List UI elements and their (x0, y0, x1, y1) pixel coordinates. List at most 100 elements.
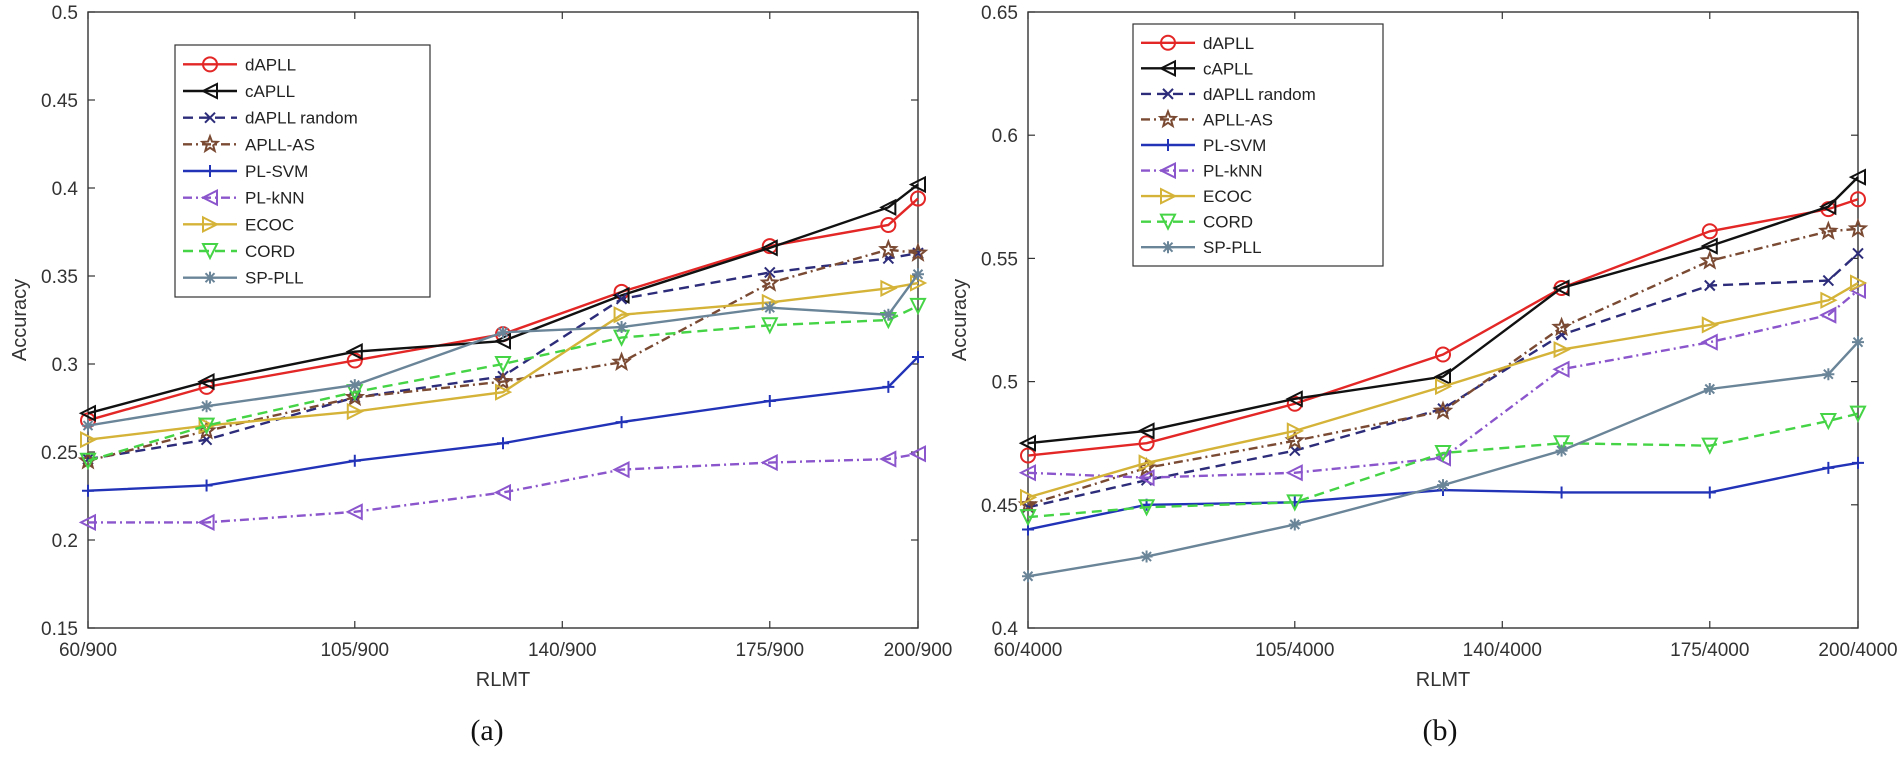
data-point (615, 416, 628, 429)
data-point (912, 350, 924, 363)
y-tick-label: 0.2 (52, 531, 78, 552)
data-point (1703, 486, 1716, 499)
data-point (1285, 464, 1303, 482)
series-pl-knn (78, 445, 926, 532)
y-tick-label: 0.4 (992, 619, 1019, 640)
legend-marker (1159, 213, 1177, 231)
data-point (1552, 435, 1571, 453)
data-point (1552, 279, 1570, 297)
series-line-capll (87, 183, 919, 415)
data-point (1017, 493, 1039, 514)
legend-item-apll-as: APLL-AS (1141, 108, 1273, 129)
series-line-dapll (87, 197, 919, 422)
series-line-sp-pll (1027, 341, 1859, 578)
y-axis-label: Accuracy (949, 279, 971, 361)
data-point (1555, 486, 1568, 499)
y-tick-label: 0.5 (52, 3, 78, 24)
data-point (1822, 461, 1835, 474)
data-point (1140, 550, 1153, 563)
x-tick-label: 105/4000 (1255, 640, 1334, 661)
data-point (1137, 422, 1155, 440)
legend-label: CORD (245, 242, 295, 261)
y-tick-label: 0.25 (41, 443, 78, 464)
data-point (1704, 279, 1716, 292)
data-point (79, 452, 97, 471)
legend-label: APLL-AS (1203, 110, 1273, 129)
data-point (1852, 247, 1864, 260)
legend-item-cord: CORD (183, 242, 295, 261)
legend-item-ecoc: ECOC (183, 215, 294, 234)
x-tick-label: 60/900 (59, 640, 117, 661)
legend-item-dapll-random: dAPLL random (1141, 85, 1316, 104)
data-point (1847, 218, 1869, 238)
data-point (759, 272, 781, 292)
y-tick-label: 0.6 (992, 126, 1018, 147)
data-point (1288, 518, 1301, 531)
data-point (1852, 456, 1864, 469)
series-line-pl-knn (88, 452, 919, 524)
series-cord (1019, 405, 1867, 527)
series-ecoc (1020, 274, 1868, 507)
data-point (497, 437, 509, 450)
legend-marker (201, 243, 219, 261)
y-axis-label: Accuracy (9, 279, 31, 361)
x-tick-label: 140/900 (528, 640, 597, 661)
data-point (1822, 368, 1835, 381)
data-point (908, 175, 926, 194)
data-point (882, 380, 895, 393)
series-pl-svm (82, 350, 924, 497)
data-point (1434, 445, 1452, 463)
legend-marker (1162, 241, 1174, 254)
legend-marker (1160, 34, 1176, 51)
x-tick-label: 200/4000 (1818, 640, 1897, 661)
data-point (909, 297, 927, 316)
legend-item-pl-knn: PL-kNN (1141, 162, 1263, 181)
data-point (348, 454, 361, 467)
legend-label: dAPLL random (1203, 85, 1316, 104)
data-point (197, 417, 216, 435)
legend-marker (1162, 139, 1174, 151)
series-pl-knn (1018, 281, 1866, 487)
data-point (761, 317, 779, 335)
data-point (879, 198, 897, 216)
x-tick-label: 175/900 (735, 640, 804, 661)
legend-marker (202, 215, 220, 233)
legend-marker (202, 56, 218, 73)
legend-marker (1160, 187, 1178, 205)
data-point (497, 326, 509, 339)
data-point (1852, 336, 1864, 349)
data-point (1019, 509, 1037, 527)
series-line-dapll-random (87, 251, 919, 461)
data-point (1020, 488, 1038, 507)
legend-label: PL-kNN (245, 189, 305, 208)
legend-marker (1162, 88, 1174, 100)
data-point (197, 372, 215, 391)
data-point (1818, 220, 1839, 241)
data-point (1701, 223, 1718, 240)
figure-caption: (a) (470, 714, 503, 747)
series-line-ecoc (87, 281, 919, 441)
legend-item-pl-svm: PL-SVM (183, 162, 308, 181)
legend-item-dapll: dAPLL (1141, 34, 1254, 53)
series-cord (79, 297, 927, 471)
data-point (1849, 405, 1867, 423)
series-line-dapll-random (1027, 252, 1859, 509)
data-point (200, 400, 213, 413)
data-point (82, 484, 94, 497)
data-point (615, 321, 628, 334)
legend-marker (199, 133, 221, 154)
data-point (1850, 274, 1868, 292)
series-sp-pll (82, 268, 924, 432)
data-point (1819, 198, 1837, 216)
data-point (1435, 377, 1453, 396)
legend-item-dapll: dAPLL (183, 55, 296, 74)
series-line-cord (87, 304, 919, 462)
data-point (1701, 316, 1720, 334)
data-point (612, 460, 630, 479)
data-point (494, 356, 512, 374)
data-point (878, 238, 899, 259)
y-tick-label: 0.3 (52, 355, 78, 376)
data-point (345, 503, 363, 521)
y-tick-label: 0.5 (992, 373, 1018, 394)
data-point (1138, 435, 1155, 452)
